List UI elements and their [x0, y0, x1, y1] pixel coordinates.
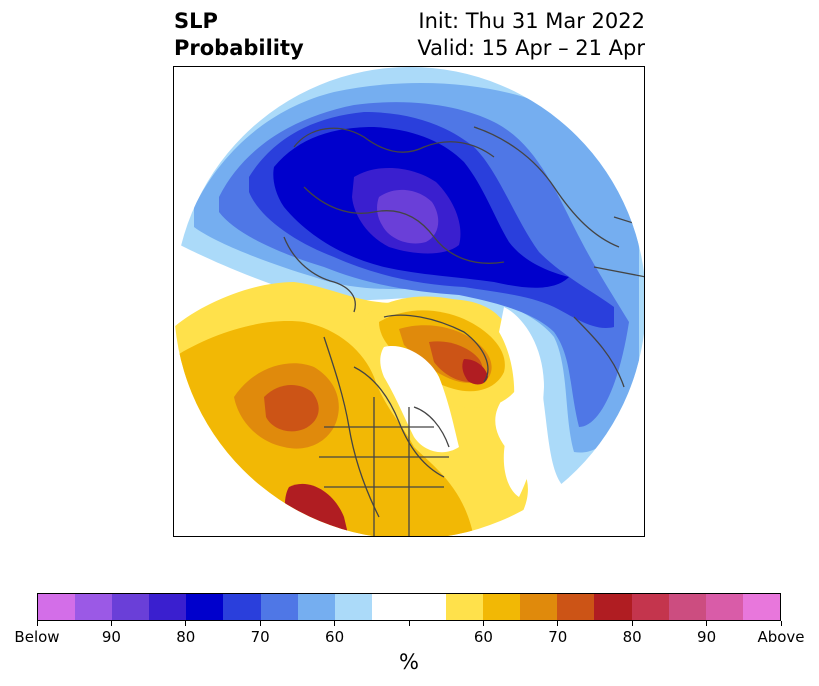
above-75-region: [264, 385, 319, 432]
colorbar-segment: [75, 594, 113, 620]
neutral-atlantic: [499, 307, 544, 497]
colorbar-segment: [631, 594, 669, 620]
plot-title-right: Init: Thu 31 Mar 2022 Valid: 15 Apr – 21…: [417, 8, 645, 62]
colorbar-segment: [371, 594, 409, 620]
colorbar-segment: [446, 594, 484, 620]
colorbar-tick-mark: [334, 621, 336, 626]
colorbar-tick-label: 80: [622, 628, 642, 646]
colorbar-tick-label: 70: [548, 628, 568, 646]
colorbar-segment: [742, 594, 780, 620]
colorbar-tick-label: 80: [176, 628, 196, 646]
colorbar-segment: [297, 594, 335, 620]
colorbar-segment: [149, 594, 187, 620]
colorbar-tick-label: 60: [473, 628, 493, 646]
title-product: Probability: [174, 36, 304, 60]
colorbar-segment: [483, 594, 521, 620]
colorbar-tick-mark: [408, 621, 410, 626]
colorbar-tick-mark: [706, 621, 708, 626]
coastlines: [283, 101, 644, 536]
colorbar-tick-mark: [631, 621, 633, 626]
colorbar-tick-label: 90: [697, 628, 717, 646]
colorbar-segment: [260, 594, 298, 620]
colorbar-segment: [186, 594, 224, 620]
colorbar-segment: [112, 594, 150, 620]
colorbar-segment: [705, 594, 743, 620]
probability-map-svg: [174, 67, 644, 536]
colorbar-segment: [594, 594, 632, 620]
colorbar-segment: [38, 594, 76, 620]
colorbar-unit-label: %: [399, 650, 419, 674]
colorbar-tick-label: 90: [101, 628, 121, 646]
polar-map: [173, 66, 645, 537]
colorbar-tick-mark: [110, 621, 112, 626]
neutral-hudson: [380, 346, 459, 453]
colorbar-tick-mark: [557, 621, 559, 626]
colorbar-segment: [520, 594, 558, 620]
title-init-date: Init: Thu 31 Mar 2022: [418, 9, 645, 33]
colorbar-segment: [408, 594, 447, 620]
colorbar-segment: [668, 594, 706, 620]
colorbar-segment: [334, 594, 372, 620]
colorbar-tick-label: Below: [14, 628, 60, 646]
colorbar-tick-label: 70: [250, 628, 270, 646]
colorbar-tick-mark: [185, 621, 187, 626]
above-80-greenland: [462, 359, 488, 385]
colorbar-tick-mark: [36, 621, 38, 626]
colorbar-tick-mark: [482, 621, 484, 626]
plot-title-left: SLP Probability: [174, 8, 304, 62]
colorbar-segment: [223, 594, 261, 620]
colorbar-tick-mark: [259, 621, 261, 626]
below-90-region: [377, 189, 439, 244]
title-variable: SLP: [174, 9, 218, 33]
colorbar-segment: [557, 594, 595, 620]
title-valid-range: Valid: 15 Apr – 21 Apr: [417, 36, 645, 60]
colorbar: [37, 593, 781, 621]
colorbar-tick-mark: [780, 621, 782, 626]
colorbar-tick-label: 60: [325, 628, 345, 646]
colorbar-tick-label: Above: [757, 628, 805, 646]
